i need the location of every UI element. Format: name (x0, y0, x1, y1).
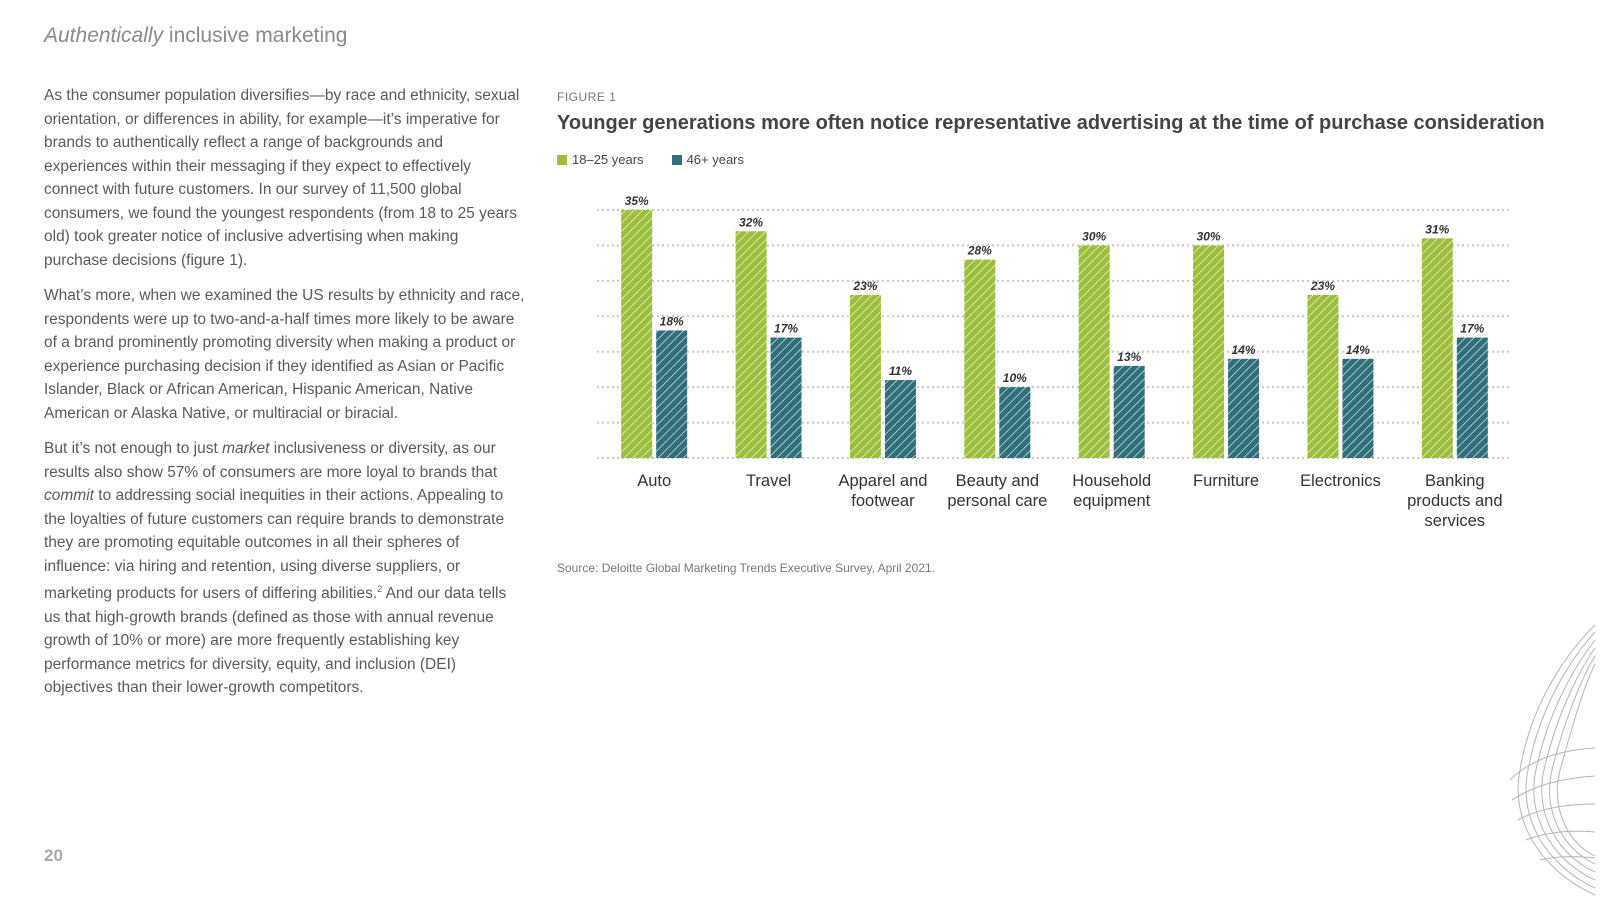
category-label: Banking (1425, 472, 1485, 490)
wireframe-sphere-decoration (1509, 624, 1596, 896)
p3-part-c: inclusiveness or diversity, as our resul… (44, 440, 498, 481)
bar-series-1-6 (1193, 245, 1225, 458)
bar-series-2-7 (1342, 358, 1374, 458)
header-rest: inclusive marketing (163, 24, 348, 47)
bar-series-1-4 (964, 259, 996, 458)
p3-part-f: And our data tells us that high-growth b… (44, 585, 507, 697)
data-label: 31% (1425, 222, 1449, 236)
legend-swatch-series-1 (557, 154, 567, 165)
bar-series-1-3 (849, 295, 881, 458)
bar-series-1-2 (735, 231, 767, 458)
category-label: footwear (851, 492, 915, 510)
data-label: 17% (1460, 322, 1484, 336)
data-label: 14% (1346, 343, 1370, 357)
legend-item-series-1: 18–25 years (557, 152, 644, 167)
data-label: 30% (1197, 229, 1221, 243)
bar-series-1-1 (621, 210, 653, 458)
bar-series-2-5 (1113, 365, 1145, 458)
bar-series-2-6 (1228, 358, 1260, 458)
data-label: 28% (967, 244, 992, 258)
bar-series-1-5 (1078, 245, 1110, 458)
paragraph-1: As the consumer population diversifies—b… (44, 87, 520, 269)
p3-emphasis-commit: commit (44, 487, 94, 504)
category-label: equipment (1073, 492, 1150, 510)
p3-part-a: But it’s not enough to just (44, 440, 223, 457)
data-label: 23% (852, 279, 877, 293)
data-label: 14% (1232, 343, 1256, 357)
data-label: 17% (774, 322, 798, 336)
chart-legend: 18–25 years 46+ years (557, 152, 744, 167)
category-label: personal care (947, 492, 1047, 510)
figure-title: Younger generations more often notice re… (557, 112, 1545, 134)
data-label: 32% (739, 215, 763, 229)
category-label: Electronics (1300, 472, 1381, 490)
category-label: Travel (746, 472, 791, 490)
data-label: 23% (1310, 279, 1335, 293)
p3-emphasis-market: market (222, 440, 270, 457)
legend-swatch-series-2 (671, 154, 682, 165)
legend-item-series-2: 46+ years (671, 152, 745, 167)
page-number: 20 (44, 846, 63, 865)
category-label: Household (1072, 472, 1151, 490)
legend-label-series-1: 18–25 years (572, 152, 644, 167)
bar-series-1-7 (1307, 295, 1339, 458)
category-label: products and (1407, 492, 1502, 510)
paragraph-2: What’s more, when we examined the US res… (44, 287, 525, 422)
data-label: 30% (1082, 229, 1106, 243)
p3-part-e: to addressing social inequities in their… (44, 487, 505, 603)
bar-chart: 35% 18% Auto 32% 17% Travel 23% 11% Apparel and f… (597, 194, 1512, 530)
category-label: Auto (637, 472, 671, 490)
article-body: As the consumer population diversifies—b… (44, 84, 526, 712)
bar-series-2-8 (1456, 337, 1488, 458)
data-label: 18% (660, 314, 684, 328)
figure-source: Source: Deloitte Global Marketing Trends… (557, 561, 935, 575)
bar-series-2-1 (656, 330, 688, 458)
bar-series-2-2 (770, 337, 802, 458)
bar-series-2-3 (884, 380, 916, 458)
category-label: Apparel and (838, 472, 927, 490)
bar-series-2-4 (999, 387, 1031, 458)
data-label: 10% (1003, 371, 1027, 385)
data-label: 35% (625, 194, 649, 208)
footnote-ref[interactable]: 2 (377, 584, 383, 594)
paragraph-3: But it’s not enough to just market inclu… (44, 437, 526, 700)
legend-label-series-2: 46+ years (686, 152, 745, 167)
category-label: services (1425, 512, 1486, 530)
header-italic: Authentically (44, 24, 164, 47)
running-header: Authentically inclusive marketing (44, 24, 347, 48)
data-label: 11% (889, 364, 912, 378)
bar-series-1-8 (1421, 238, 1453, 458)
category-label: Furniture (1193, 472, 1259, 490)
category-label: Beauty and (956, 472, 1039, 490)
figure-label: FIGURE 1 (557, 90, 617, 104)
data-label: 13% (1117, 350, 1141, 364)
